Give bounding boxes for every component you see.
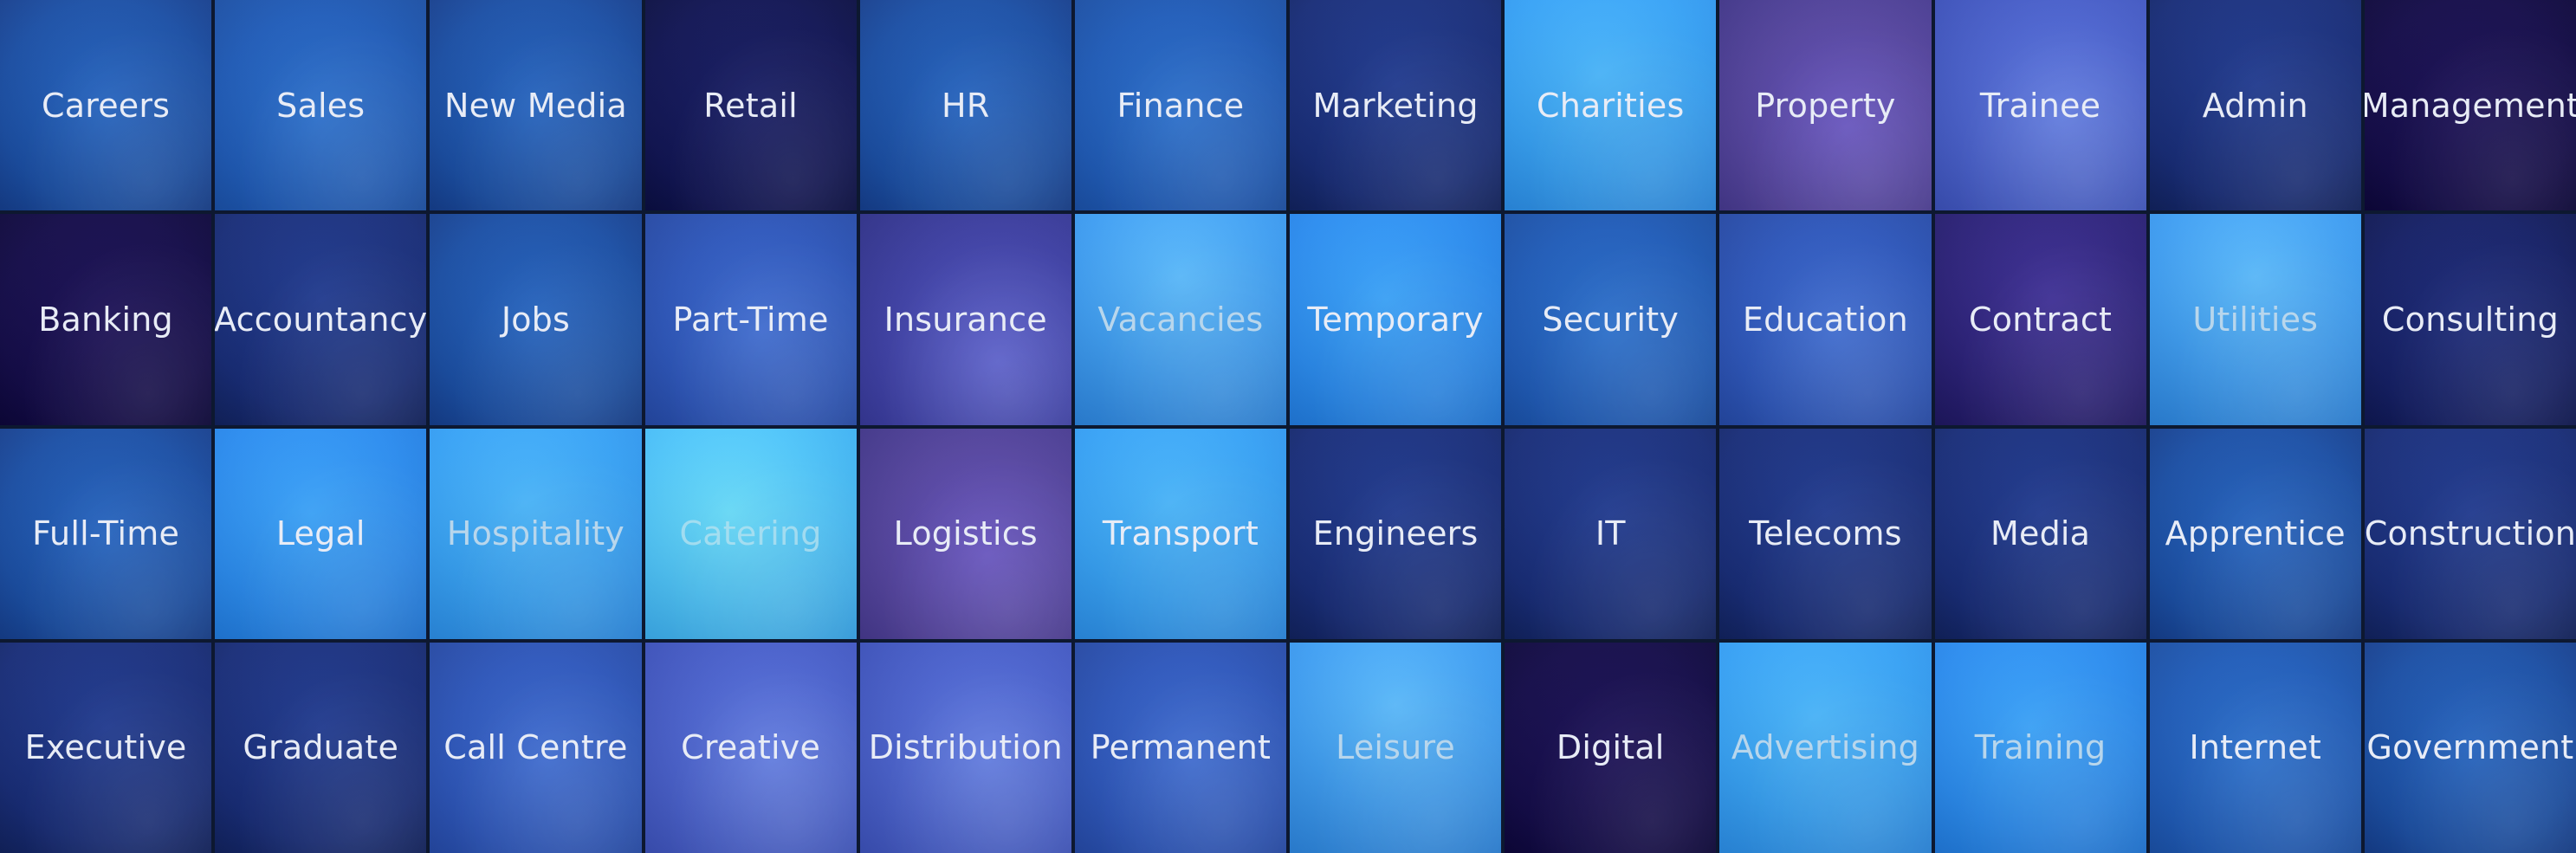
tile-marketing[interactable]: Marketing	[1290, 0, 1502, 211]
tile-leisure[interactable]: Leisure	[1290, 642, 1502, 853]
tile-label: Banking	[38, 300, 173, 339]
tile-catering[interactable]: Catering	[644, 428, 857, 639]
tile-label: Admin	[2202, 86, 2308, 125]
tile-label: Consulting	[2381, 300, 2559, 339]
tile-construction[interactable]: Construction	[2364, 428, 2576, 639]
tile-label: New Media	[443, 86, 627, 125]
tile-label: Hospitality	[446, 514, 625, 553]
tile-contract[interactable]: Contract	[1934, 214, 2146, 425]
tile-label: Executive	[24, 728, 187, 767]
tile-label: Vacancies	[1097, 300, 1264, 339]
tile-label: Distribution	[868, 728, 1063, 767]
tile-label: Legal	[275, 514, 366, 553]
tile-label: Charities	[1536, 86, 1685, 125]
tile-hospitality[interactable]: Hospitality	[430, 428, 642, 639]
tile-engineers[interactable]: Engineers	[1290, 428, 1502, 639]
tile-label: Accountancy	[215, 300, 427, 339]
tile-label: Insurance	[883, 300, 1047, 339]
tile-label: IT	[1595, 514, 1626, 553]
tile-label: Training	[1974, 728, 2107, 767]
tile-training[interactable]: Training	[1934, 642, 2146, 853]
tile-permanent[interactable]: Permanent	[1074, 642, 1286, 853]
tile-label: Digital	[1556, 728, 1665, 767]
tile-label: Jobs	[501, 300, 570, 339]
tile-label: Creative	[681, 728, 821, 767]
tile-digital[interactable]: Digital	[1505, 642, 1717, 853]
tile-creative[interactable]: Creative	[644, 642, 857, 853]
tile-label: Advertising	[1731, 728, 1919, 767]
tile-consulting[interactable]: Consulting	[2364, 214, 2576, 425]
tile-telecoms[interactable]: Telecoms	[1719, 428, 1932, 639]
tile-label: Marketing	[1312, 86, 1479, 125]
tile-education[interactable]: Education	[1719, 214, 1932, 425]
tile-label: Contract	[1969, 300, 2113, 339]
tile-label: Full-Time	[32, 514, 180, 553]
tile-label: Catering	[679, 514, 822, 553]
tile-label: Temporary	[1307, 300, 1484, 339]
tile-label: Education	[1742, 300, 1908, 339]
tile-careers[interactable]: Careers	[0, 0, 212, 211]
tile-label: Transport	[1102, 514, 1259, 553]
tile-label: Logistics	[893, 514, 1038, 553]
tile-vacancies[interactable]: Vacancies	[1074, 214, 1286, 425]
tile-transport[interactable]: Transport	[1074, 428, 1286, 639]
tile-utilities[interactable]: Utilities	[2149, 214, 2361, 425]
tile-banking[interactable]: Banking	[0, 214, 212, 425]
tile-label: Internet	[2189, 728, 2321, 767]
tile-sales[interactable]: Sales	[215, 0, 427, 211]
tile-internet[interactable]: Internet	[2149, 642, 2361, 853]
tile-apprentice[interactable]: Apprentice	[2149, 428, 2361, 639]
tile-label: Security	[1542, 300, 1680, 339]
tile-retail[interactable]: Retail	[644, 0, 857, 211]
tile-label: Permanent	[1090, 728, 1272, 767]
tile-government[interactable]: Government	[2364, 642, 2576, 853]
tile-insurance[interactable]: Insurance	[859, 214, 1071, 425]
tile-label: Finance	[1116, 86, 1245, 125]
tile-legal[interactable]: Legal	[215, 428, 427, 639]
tile-logistics[interactable]: Logistics	[859, 428, 1071, 639]
tile-label: Engineers	[1312, 514, 1479, 553]
tile-jobs[interactable]: Jobs	[430, 214, 642, 425]
tile-label: Telecoms	[1749, 514, 1902, 553]
tile-label: Retail	[703, 86, 798, 125]
tile-call-centre[interactable]: Call Centre	[430, 642, 642, 853]
tile-label: Careers	[41, 86, 171, 125]
tile-label: Sales	[276, 86, 366, 125]
tile-graduate[interactable]: Graduate	[215, 642, 427, 853]
tile-hr[interactable]: HR	[859, 0, 1071, 211]
tile-label: Government	[2366, 728, 2574, 767]
tile-label: Call Centre	[443, 728, 628, 767]
tile-it[interactable]: IT	[1505, 428, 1717, 639]
tile-charities[interactable]: Charities	[1505, 0, 1717, 211]
tile-label: Apprentice	[2165, 514, 2346, 553]
tile-trainee[interactable]: Trainee	[1934, 0, 2146, 211]
tile-temporary[interactable]: Temporary	[1290, 214, 1502, 425]
tile-media[interactable]: Media	[1934, 428, 2146, 639]
tile-admin[interactable]: Admin	[2149, 0, 2361, 211]
tile-finance[interactable]: Finance	[1074, 0, 1286, 211]
tile-security[interactable]: Security	[1505, 214, 1717, 425]
tile-label: Property	[1755, 86, 1896, 125]
tile-distribution[interactable]: Distribution	[859, 642, 1071, 853]
tile-label: Management	[2364, 86, 2576, 125]
tile-label: Graduate	[243, 728, 399, 767]
tile-accountancy[interactable]: Accountancy	[215, 214, 427, 425]
tile-label: Construction	[2364, 514, 2576, 553]
tile-management[interactable]: Management	[2364, 0, 2576, 211]
tile-executive[interactable]: Executive	[0, 642, 212, 853]
tile-property[interactable]: Property	[1719, 0, 1932, 211]
tile-label: HR	[942, 86, 990, 125]
tile-new-media[interactable]: New Media	[430, 0, 642, 211]
tile-label: Media	[1990, 514, 2091, 553]
tile-label: Part-Time	[672, 300, 829, 339]
tile-full-time[interactable]: Full-Time	[0, 428, 212, 639]
tile-label: Leisure	[1336, 728, 1456, 767]
tile-label: Utilities	[2192, 300, 2319, 339]
tile-label: Trainee	[1979, 86, 2101, 125]
tile-part-time[interactable]: Part-Time	[644, 214, 857, 425]
tile-advertising[interactable]: Advertising	[1719, 642, 1932, 853]
